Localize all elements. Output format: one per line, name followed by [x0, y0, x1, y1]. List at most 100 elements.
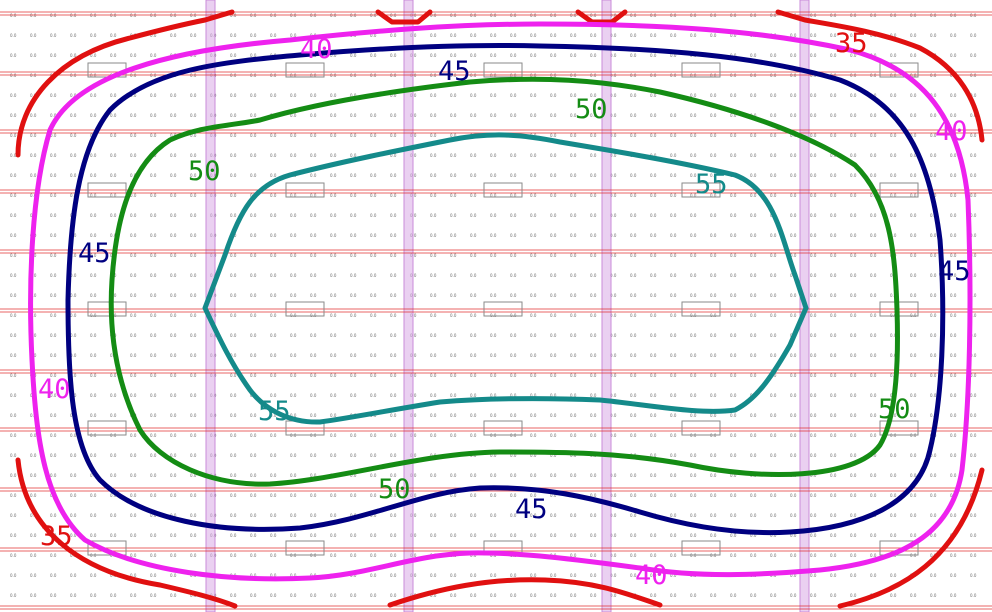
grid-value: 0.0: [430, 173, 437, 178]
grid-value: 0.0: [870, 373, 877, 378]
grid-value: 0.0: [190, 533, 197, 538]
grid-value: 0.0: [270, 493, 277, 498]
grid-value: 0.0: [830, 493, 837, 498]
grid-value: 0.0: [390, 313, 397, 318]
grid-value: 0.0: [50, 573, 57, 578]
grid-value: 0.0: [110, 173, 117, 178]
label-50-top: 50: [575, 94, 608, 125]
grid-value: 0.0: [610, 553, 617, 558]
grid-value: 0.0: [430, 313, 437, 318]
grid-value: 0.0: [830, 593, 837, 598]
grid-value: 0.0: [950, 413, 957, 418]
grid-value: 0.0: [70, 93, 77, 98]
grid-value: 0.0: [90, 113, 97, 118]
grid-value: 0.0: [330, 133, 337, 138]
grid-value: 0.0: [30, 93, 37, 98]
grid-value: 0.0: [910, 533, 917, 538]
grid-value: 0.0: [370, 493, 377, 498]
grid-value: 0.0: [770, 233, 777, 238]
grid-value: 0.0: [290, 193, 297, 198]
grid-value: 0.0: [850, 253, 857, 258]
grid-value: 0.0: [850, 533, 857, 538]
luminaire: [681, 540, 721, 556]
grid-value: 0.0: [250, 333, 257, 338]
grid-value: 0.0: [270, 193, 277, 198]
grid-value: 0.0: [770, 493, 777, 498]
grid-value: 0.0: [70, 533, 77, 538]
grid-value: 0.0: [930, 173, 937, 178]
grid-value: 0.0: [150, 133, 157, 138]
grid-value: 0.0: [490, 233, 497, 238]
grid-value: 0.0: [230, 33, 237, 38]
grid-value: 0.0: [30, 553, 37, 558]
grid-value: 0.0: [630, 533, 637, 538]
grid-value: 0.0: [830, 113, 837, 118]
grid-value: 0.0: [470, 193, 477, 198]
grid-value: 0.0: [330, 453, 337, 458]
grid-value: 0.0: [850, 453, 857, 458]
grid-value: 0.0: [870, 113, 877, 118]
grid-value: 0.0: [230, 93, 237, 98]
grid-value: 0.0: [450, 213, 457, 218]
grid-value: 0.0: [390, 293, 397, 298]
grid-value: 0.0: [310, 593, 317, 598]
grid-value: 0.0: [790, 353, 797, 358]
grid-value: 0.0: [90, 573, 97, 578]
grid-value: 0.0: [450, 513, 457, 518]
grid-value: 0.0: [690, 513, 697, 518]
luminaire: [483, 62, 523, 78]
luminaire: [681, 301, 721, 317]
grid-value: 0.0: [390, 53, 397, 58]
grid-value: 0.0: [710, 33, 717, 38]
grid-value: 0.0: [610, 433, 617, 438]
grid-value: 0.0: [50, 233, 57, 238]
grid-value: 0.0: [370, 593, 377, 598]
grid-value: 0.0: [670, 113, 677, 118]
grid-value: 0.0: [690, 473, 697, 478]
grid-value: 0.0: [390, 113, 397, 118]
grid-value: 0.0: [110, 473, 117, 478]
grid-value: 0.0: [250, 153, 257, 158]
grid-value: 0.0: [550, 473, 557, 478]
grid-value: 0.0: [630, 273, 637, 278]
grid-value: 0.0: [770, 113, 777, 118]
grid-value: 0.0: [450, 93, 457, 98]
grid-value: 0.0: [530, 53, 537, 58]
grid-value: 0.0: [890, 33, 897, 38]
grid-value: 0.0: [190, 553, 197, 558]
grid-value: 0.0: [730, 193, 737, 198]
grid-value: 0.0: [290, 453, 297, 458]
grid-value: 0.0: [730, 553, 737, 558]
grid-value: 0.0: [590, 93, 597, 98]
grid-value: 0.0: [470, 153, 477, 158]
grid-value: 0.0: [830, 253, 837, 258]
grid-value: 0.0: [610, 133, 617, 138]
grid-value: 0.0: [710, 473, 717, 478]
grid-value: 0.0: [870, 473, 877, 478]
grid-value: 0.0: [190, 253, 197, 258]
grid-value: 0.0: [830, 213, 837, 218]
grid-value: 0.0: [110, 213, 117, 218]
grid-value: 0.0: [810, 573, 817, 578]
grid-value: 0.0: [370, 533, 377, 538]
grid-value: 0.0: [950, 573, 957, 578]
grid-value: 0.0: [570, 213, 577, 218]
grid-value: 0.0: [90, 233, 97, 238]
grid-value: 0.0: [490, 93, 497, 98]
grid-value: 0.0: [750, 373, 757, 378]
grid-value: 0.0: [750, 533, 757, 538]
grid-value: 0.0: [590, 593, 597, 598]
grid-value: 0.0: [890, 133, 897, 138]
grid-value: 0.0: [970, 593, 977, 598]
grid-value: 0.0: [930, 573, 937, 578]
grid-value: 0.0: [330, 213, 337, 218]
grid-value: 0.0: [650, 153, 657, 158]
grid-value: 0.0: [390, 33, 397, 38]
grid-value: 0.0: [830, 33, 837, 38]
grid-value: 0.0: [130, 93, 137, 98]
grid-value: 0.0: [690, 373, 697, 378]
grid-value: 0.0: [630, 433, 637, 438]
grid-value: 0.0: [290, 113, 297, 118]
grid-value: 0.0: [630, 493, 637, 498]
grid-value: 0.0: [70, 53, 77, 58]
